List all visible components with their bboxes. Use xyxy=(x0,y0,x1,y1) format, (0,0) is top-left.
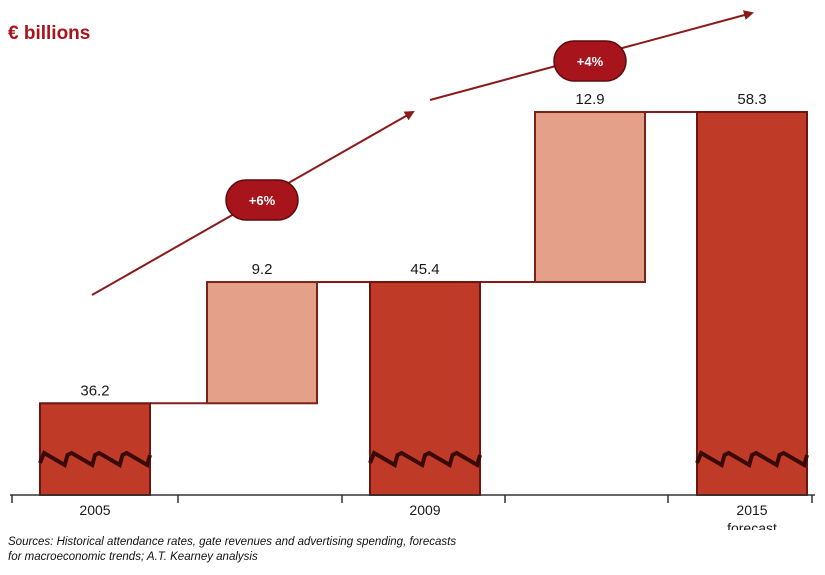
value-label-2: 9.2 xyxy=(252,261,273,278)
unit-label: € billions xyxy=(8,23,90,44)
bar-3 xyxy=(369,281,481,496)
value-labels: 36.2 9.2 45.4 12.9 58.3 xyxy=(80,91,766,399)
bar-1 xyxy=(39,402,151,497)
value-label-1: 36.2 xyxy=(80,382,109,399)
growth-arrows xyxy=(91,10,754,296)
waterfall-chart: € billions 36.29.2 45.412.9 58.3 2005 2009 2… xyxy=(8,10,815,530)
bar-4 xyxy=(534,111,646,284)
growth-badge-1 xyxy=(225,179,299,221)
bar-2 xyxy=(206,281,318,405)
bars xyxy=(38,111,809,497)
bar-5 xyxy=(696,111,808,496)
source-note-line-1: Sources: Historical attendance rates, ga… xyxy=(8,536,457,548)
axis-break-mark-3 xyxy=(368,450,482,469)
value-label-4: 12.9 xyxy=(575,91,604,108)
source-note: Sources: Historical attendance rates, ga… xyxy=(8,535,708,565)
value-label-5: 58.3 xyxy=(737,91,766,108)
x-label-3: 2009 xyxy=(409,502,440,518)
x-label-5: 2015 xyxy=(736,502,767,518)
axis-break-mark-5 xyxy=(695,450,809,469)
value-label-3: 45.4 xyxy=(410,261,439,278)
growth-badge-label-2: +4% xyxy=(577,54,604,69)
bar-connectors xyxy=(150,111,697,405)
growth-badges: +6% +4% xyxy=(225,40,627,221)
x-label-1: 2005 xyxy=(79,502,110,518)
x-axis-labels: 2005 2009 2015 forecast xyxy=(79,502,777,530)
x-sublabel-5: forecast xyxy=(727,520,777,530)
x-axis xyxy=(10,494,815,503)
growth-badge-label-1: +6% xyxy=(249,193,276,208)
growth-badge-2 xyxy=(553,40,627,82)
source-note-line-2: for macroeconomic trends; A.T. Kearney a… xyxy=(8,551,258,563)
axis-break-mark-1 xyxy=(38,450,152,469)
